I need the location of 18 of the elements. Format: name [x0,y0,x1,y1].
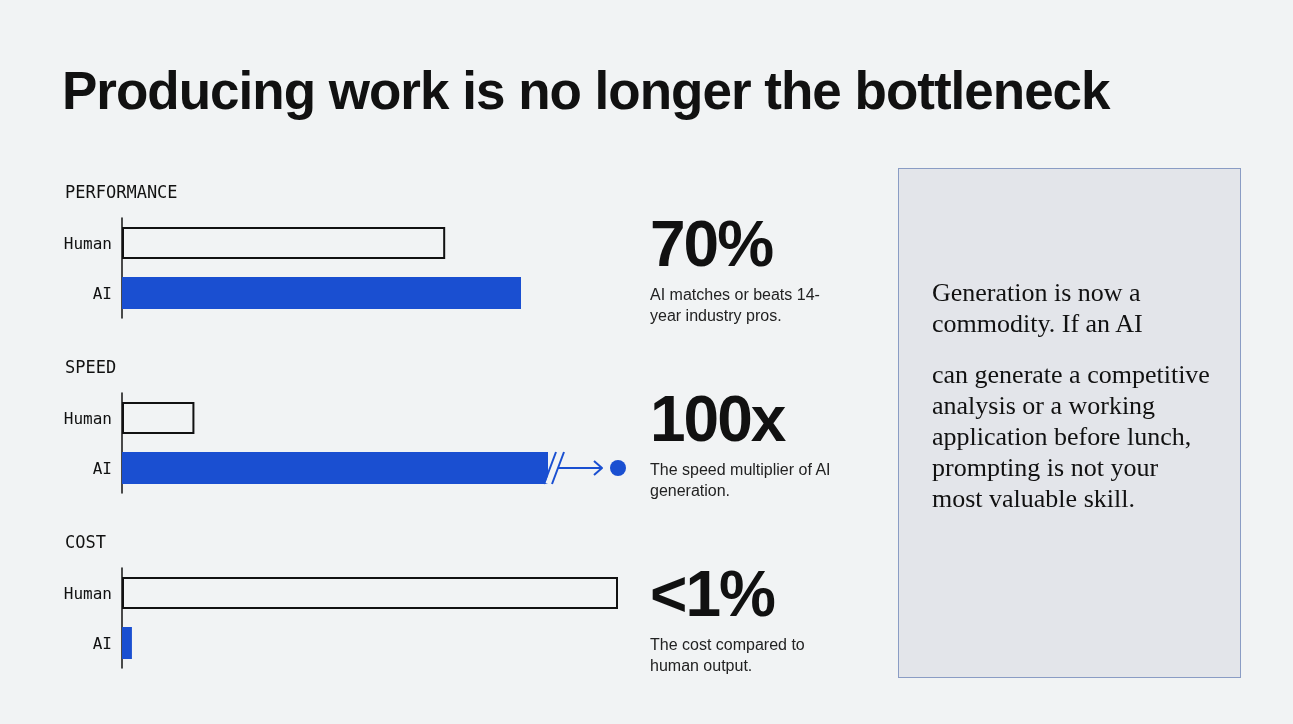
text: 100x [650,383,787,455]
text: Producing work is no longer the bottleneck [62,60,1112,121]
text: Generation is now a commodity. If an AI [932,277,1144,339]
y-tick-label: AI [92,458,112,478]
chart-title: COST [65,531,106,552]
y-tick-label: AI [92,633,112,653]
y-tick-label: Human [63,408,112,428]
text: <1% [650,558,776,630]
text: AI matches or beats 14-year industry pros. [650,285,821,326]
text: The cost compared to human output. [650,635,806,676]
y-tick-label: Human [63,233,112,253]
chart-title: PERFORMANCE [65,181,178,202]
text: The speed multiplier of AI generation. [650,460,832,501]
y-tick-label: Human [63,583,112,603]
text: 70% [650,208,774,280]
text: can generate a competitive analysis or a working application before lunch, prompting is not your most valuable skill. [932,359,1210,514]
y-tick-label: AI [92,283,112,303]
chart-title: SPEED [65,356,117,377]
